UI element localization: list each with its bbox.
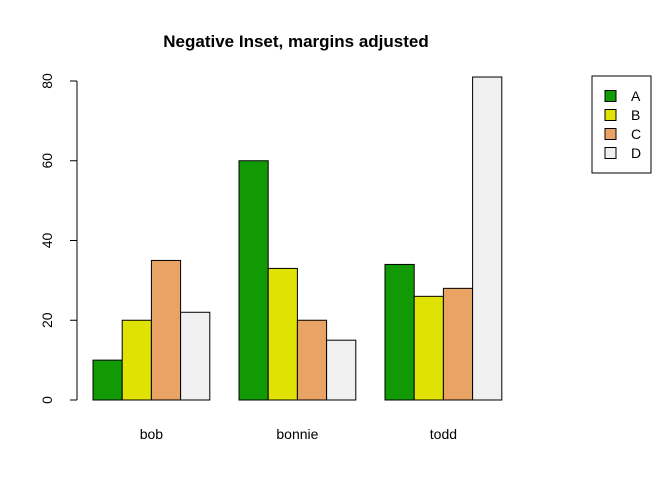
category-label-todd: todd	[430, 426, 457, 442]
bar-todd-C	[442, 287, 474, 401]
bars	[92, 76, 503, 401]
category-labels: bob bonnie todd	[140, 426, 457, 442]
bar-todd-D	[472, 76, 503, 401]
category-label-bob: bob	[140, 426, 164, 442]
y-axis: 0 20 40 60 80	[39, 73, 78, 404]
legend-swatch-D	[604, 147, 617, 159]
chart-title: Negative Inset, margins adjusted	[163, 32, 428, 51]
bar-bob-A	[92, 359, 123, 401]
bar-bob-D	[180, 311, 211, 401]
y-tick-label: 0	[39, 396, 55, 404]
bar-bonnie-D	[326, 339, 357, 401]
legend-label-D: D	[631, 145, 641, 161]
bar-todd-B	[413, 295, 444, 401]
bar-bob-C	[150, 259, 182, 401]
legend-swatch-A	[604, 90, 617, 102]
bar-bonnie-C	[296, 319, 328, 401]
legend-label-C: C	[631, 126, 641, 142]
bar-bonnie-B	[267, 267, 298, 401]
bar-bob-B	[121, 319, 152, 401]
legend-label-A: A	[631, 88, 641, 104]
y-tick-label: 40	[39, 233, 55, 249]
legend-swatch-B	[604, 109, 617, 121]
y-tick-label: 60	[39, 153, 55, 169]
y-tick-label: 80	[39, 73, 55, 89]
category-label-bonnie: bonnie	[276, 426, 318, 442]
legend-box	[591, 75, 652, 174]
legend-label-B: B	[631, 107, 640, 123]
y-tick-label: 20	[39, 312, 55, 328]
legend-swatch-C	[604, 128, 617, 140]
bar-todd-A	[384, 263, 415, 401]
bar-bonnie-A	[238, 160, 269, 401]
